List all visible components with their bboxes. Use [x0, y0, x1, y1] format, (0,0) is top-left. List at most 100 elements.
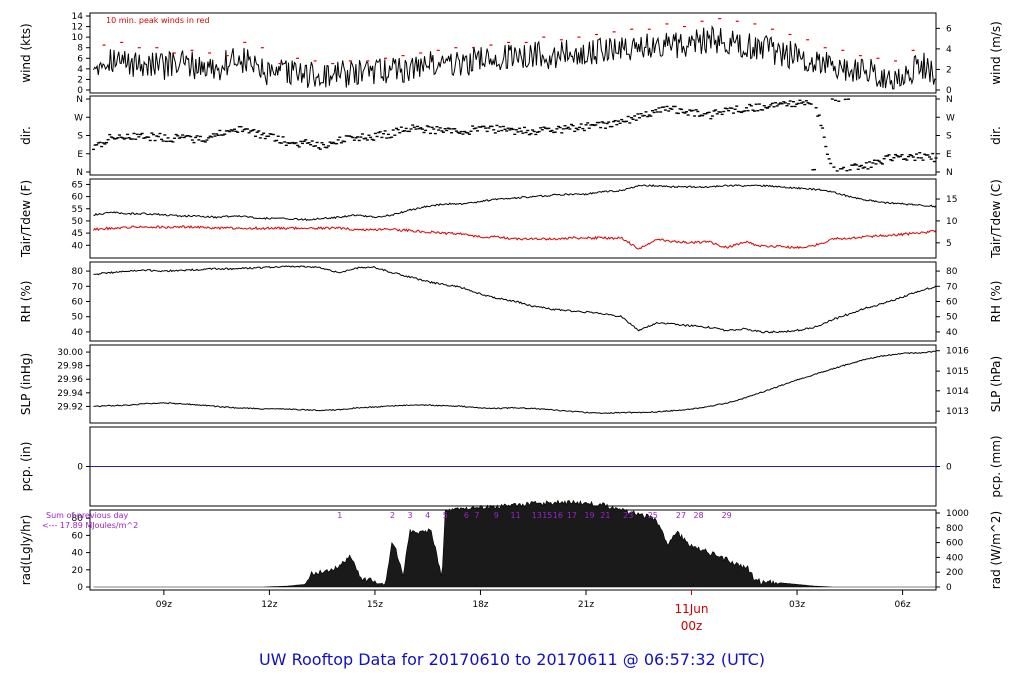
right-tick-label: 0 — [946, 583, 952, 593]
y-tick-label: 80 — [72, 267, 84, 277]
y-tick-label: 80 — [72, 514, 84, 524]
date-label: 11Jun — [675, 602, 709, 616]
right-tick-label: 1016 — [946, 347, 969, 357]
right-tick-label: 1015 — [946, 367, 969, 377]
hour-label: 13 — [532, 511, 542, 520]
right-tick-label: S — [946, 132, 952, 142]
right-tick-label: 800 — [946, 524, 963, 534]
hour-label: 1 — [337, 511, 342, 520]
hour-label: 5 — [443, 511, 448, 520]
right-tick-label: 400 — [946, 553, 963, 563]
x-tick-label: 06z — [894, 600, 910, 610]
hour-label: 29 — [722, 511, 732, 520]
y-tick-label: 45 — [72, 229, 83, 239]
y-tick-label: N — [76, 95, 83, 105]
y-tick-label: 6 — [77, 54, 83, 64]
y-tick-label: N — [76, 168, 83, 178]
y-tick-label: 0 — [77, 583, 83, 593]
panel-2: 40 45 50 55 60 65 5 10 15 Tair/Tdew (F) Tair/Tdew … — [19, 178, 1003, 259]
y-axis-label: SLP (inHg) — [19, 353, 33, 415]
hour-label: 11 — [511, 511, 521, 520]
page-title: UW Rooftop Data for 20170610 to 20170611… — [258, 650, 766, 669]
y-axis-label: rad(Lgly/hr) — [19, 515, 33, 586]
hour-label: 23 — [623, 511, 633, 520]
hour-label: 17 — [567, 511, 577, 520]
y-tick-label: 2 — [77, 75, 83, 85]
right-axis-label: rad (W/m^2) — [989, 511, 1003, 589]
right-tick-label: 1013 — [946, 407, 969, 417]
y-tick-label: 29.98 — [57, 362, 83, 372]
right-axis-label: pcp. (mm) — [989, 435, 1003, 497]
y-tick-label: 40 — [72, 549, 84, 559]
y-tick-label: 4 — [77, 65, 83, 75]
y-tick-label: 0 — [77, 86, 83, 96]
y-axis-label: wind (kts) — [19, 23, 33, 82]
panel-annotation: 10 min. peak winds in red — [106, 16, 210, 25]
y-tick-label: 60 — [72, 298, 84, 308]
y-tick-label: W — [74, 113, 83, 123]
y-tick-label: 60 — [72, 193, 84, 203]
right-tick-label: W — [946, 113, 955, 123]
panel-frame — [89, 12, 937, 94]
date-hour-label: 00z — [681, 619, 703, 633]
panel-3: 40 50 60 70 80 40 50 60 70 80 RH (%) RH (%) — [19, 261, 1003, 342]
x-tick-label: 21z — [578, 600, 594, 610]
y-tick-label: 30.00 — [57, 348, 83, 358]
right-tick-label: 6 — [946, 24, 952, 34]
series-tdew — [93, 225, 937, 250]
y-axis-label: Tair/Tdew (F) — [19, 180, 33, 258]
right-tick-label: 40 — [946, 328, 958, 338]
y-axis-label: dir. — [19, 126, 33, 145]
y-tick-label: 60 — [72, 531, 84, 541]
hour-label: 19 — [584, 511, 594, 520]
right-tick-label: N — [946, 168, 953, 178]
panel-frame — [89, 178, 937, 259]
right-tick-label: N — [946, 95, 953, 105]
y-tick-label: 70 — [72, 282, 84, 292]
y-tick-label: 12 — [72, 23, 83, 33]
right-axis-label: RH (%) — [989, 281, 1003, 323]
right-tick-label: 60 — [946, 298, 958, 308]
series-slp — [93, 350, 937, 415]
y-tick-label: 55 — [72, 205, 83, 215]
right-axis-label: SLP (hPa) — [989, 356, 1003, 412]
right-axis-label: wind (m/s) — [989, 21, 1003, 85]
y-axis-label: pcp. (in) — [19, 442, 33, 492]
annotation-value: <--- 17.89 MJoules/m^2 — [42, 521, 138, 530]
right-tick-label: 15 — [946, 195, 957, 205]
hour-label: 6 — [464, 511, 469, 520]
hour-label: 25 — [648, 511, 658, 520]
right-tick-label: 2 — [946, 65, 952, 75]
right-axis-label: Tair/Tdew (C) — [989, 179, 1003, 259]
y-tick-label: 65 — [72, 180, 83, 190]
right-tick-label: 4 — [946, 45, 952, 55]
y-tick-label: 29.94 — [57, 389, 83, 399]
series-tair — [93, 184, 937, 221]
y-tick-label: 29.92 — [57, 402, 83, 412]
hour-label: 9 — [494, 511, 499, 520]
hour-label: 4 — [425, 511, 430, 520]
right-tick-label: E — [946, 150, 952, 160]
right-tick-label: 50 — [946, 313, 958, 323]
right-tick-label: 0 — [946, 463, 952, 473]
hour-label: 3 — [408, 511, 413, 520]
x-tick-label: 18z — [472, 600, 488, 610]
right-tick-label: 1014 — [946, 387, 969, 397]
y-tick-label: E — [77, 150, 83, 160]
series-line — [93, 24, 937, 90]
series-rh — [93, 265, 937, 334]
x-tick-label: 12z — [261, 600, 277, 610]
x-tick-label: 09z — [156, 600, 172, 610]
y-tick-label: 20 — [72, 566, 84, 576]
y-tick-label: 50 — [72, 313, 84, 323]
right-tick-label: 10 — [946, 217, 958, 227]
right-tick-label: 600 — [946, 539, 963, 549]
right-tick-label: 0 — [946, 86, 952, 96]
hour-label: 21 — [600, 511, 610, 520]
radiation-area — [93, 499, 938, 588]
hour-label: 16 — [553, 511, 563, 520]
hour-label: 2 — [390, 511, 395, 520]
